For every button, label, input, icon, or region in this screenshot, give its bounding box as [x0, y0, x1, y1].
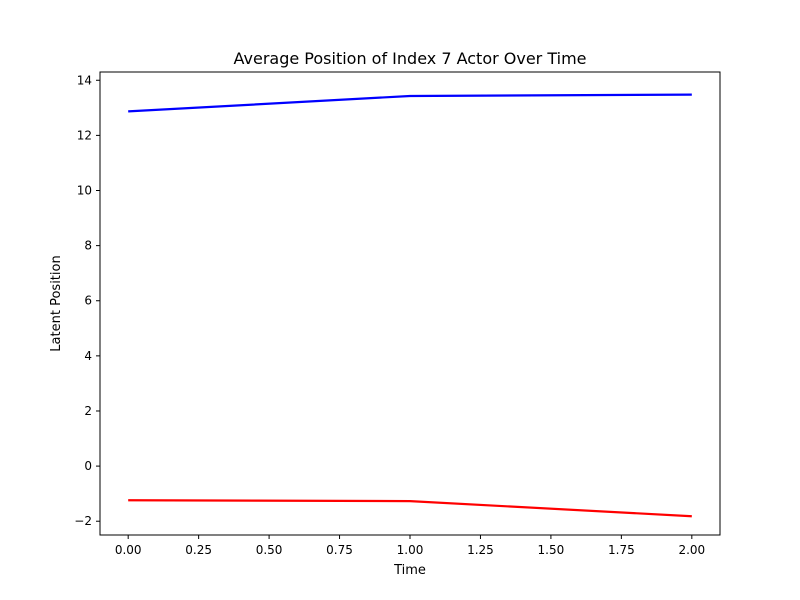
x-tick-label: 0.50	[256, 543, 283, 557]
y-tick-label: 6	[84, 294, 92, 308]
series-line-1	[128, 93, 692, 113]
x-tick-label: 1.75	[608, 543, 635, 557]
y-axis-ticks: −2 0 2 4 6 8 10 12 14	[74, 73, 100, 528]
plot-area-frame	[99, 71, 721, 536]
y-tick-label: 0	[84, 459, 92, 473]
x-tick-label: 0.00	[115, 543, 142, 557]
y-tick-label: 14	[77, 73, 92, 87]
y-tick-label: 8	[84, 239, 92, 253]
y-tick-label: 4	[84, 349, 92, 363]
x-tick-label: 1.25	[467, 543, 494, 557]
y-tick-label: 12	[77, 128, 92, 142]
x-tick-label: 0.25	[185, 543, 212, 557]
chart-title: Average Position of Index 7 Actor Over T…	[234, 49, 587, 68]
series-line-2	[128, 499, 692, 518]
x-tick-label: 1.50	[538, 543, 565, 557]
x-tick-label: 0.75	[326, 543, 353, 557]
x-axis-ticks: 0.00 0.25 0.50 0.75 1.00 1.25 1.50 1.75 2.00	[115, 535, 705, 557]
x-tick-label: 1.00	[397, 543, 424, 557]
y-tick-label: −2	[74, 514, 92, 528]
series-layer	[128, 93, 692, 518]
y-tick-label: 2	[84, 404, 92, 418]
x-tick-label: 2.00	[678, 543, 705, 557]
y-axis-label: Latent Position	[49, 255, 64, 351]
y-tick-label: 10	[77, 184, 92, 198]
x-axis-label: Time	[393, 563, 426, 578]
